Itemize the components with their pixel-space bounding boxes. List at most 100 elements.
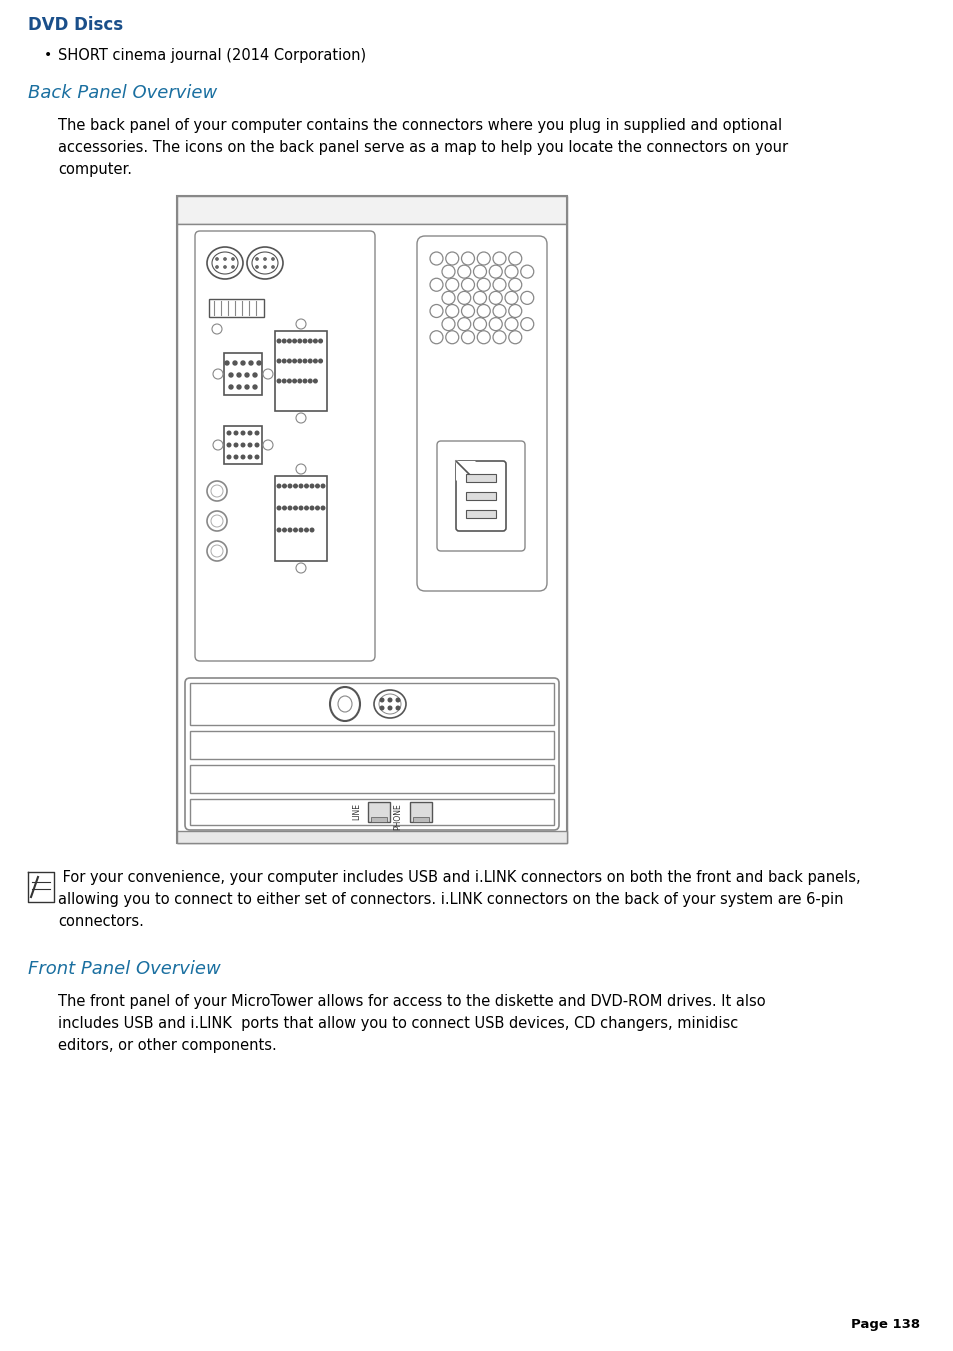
Circle shape <box>293 359 296 363</box>
Circle shape <box>489 317 501 331</box>
Bar <box>209 299 264 317</box>
Circle shape <box>445 253 458 265</box>
Circle shape <box>457 317 470 331</box>
Circle shape <box>293 380 296 382</box>
Circle shape <box>493 304 505 317</box>
Circle shape <box>508 278 521 292</box>
Circle shape <box>255 266 258 269</box>
Circle shape <box>441 292 455 304</box>
Ellipse shape <box>337 696 352 712</box>
Circle shape <box>310 484 314 488</box>
Circle shape <box>430 253 442 265</box>
Circle shape <box>248 443 252 447</box>
Circle shape <box>282 380 286 382</box>
Circle shape <box>508 331 521 343</box>
Circle shape <box>282 484 286 488</box>
Circle shape <box>277 359 280 363</box>
Circle shape <box>233 443 237 447</box>
Circle shape <box>287 380 291 382</box>
Circle shape <box>263 440 273 450</box>
Circle shape <box>248 455 252 459</box>
Circle shape <box>303 339 307 343</box>
Circle shape <box>304 528 308 532</box>
Circle shape <box>232 266 234 269</box>
Circle shape <box>255 455 258 459</box>
Circle shape <box>277 528 280 532</box>
Circle shape <box>263 369 273 380</box>
Circle shape <box>303 380 307 382</box>
Circle shape <box>457 292 470 304</box>
Text: LINE: LINE <box>352 802 360 820</box>
Circle shape <box>295 563 306 573</box>
Circle shape <box>248 431 252 435</box>
Polygon shape <box>456 461 476 481</box>
Circle shape <box>520 265 533 278</box>
Circle shape <box>241 361 245 365</box>
Text: Page 138: Page 138 <box>850 1319 919 1331</box>
Bar <box>368 802 390 821</box>
Bar <box>465 492 496 500</box>
Bar <box>177 224 566 843</box>
Circle shape <box>212 324 222 334</box>
Text: The front panel of your MicroTower allows for access to the diskette and DVD-ROM: The front panel of your MicroTower allow… <box>58 994 765 1054</box>
Circle shape <box>227 455 231 459</box>
Circle shape <box>310 528 314 532</box>
Circle shape <box>295 319 306 330</box>
Circle shape <box>508 304 521 317</box>
Circle shape <box>287 339 291 343</box>
Circle shape <box>430 278 442 292</box>
Circle shape <box>297 359 301 363</box>
Circle shape <box>294 528 297 532</box>
Circle shape <box>213 440 223 450</box>
Bar <box>274 331 327 411</box>
Circle shape <box>236 385 241 389</box>
Circle shape <box>294 507 297 509</box>
Circle shape <box>272 266 274 269</box>
Bar <box>190 765 554 793</box>
Circle shape <box>249 361 253 365</box>
Circle shape <box>294 484 297 488</box>
Circle shape <box>315 507 319 509</box>
Circle shape <box>489 265 501 278</box>
Circle shape <box>508 253 521 265</box>
Circle shape <box>308 380 312 382</box>
Circle shape <box>504 317 517 331</box>
Circle shape <box>263 258 266 261</box>
Circle shape <box>504 292 517 304</box>
Bar <box>224 426 262 463</box>
Circle shape <box>461 278 474 292</box>
Circle shape <box>233 431 237 435</box>
Text: SHORT cinema journal (2014 Corporation): SHORT cinema journal (2014 Corporation) <box>58 49 366 63</box>
Circle shape <box>395 707 399 709</box>
FancyBboxPatch shape <box>456 461 505 531</box>
Circle shape <box>223 258 226 261</box>
Circle shape <box>241 455 245 459</box>
Circle shape <box>299 507 302 509</box>
Circle shape <box>282 359 286 363</box>
Circle shape <box>215 266 218 269</box>
Circle shape <box>227 443 231 447</box>
Circle shape <box>445 331 458 343</box>
Circle shape <box>310 507 314 509</box>
Circle shape <box>476 304 490 317</box>
Circle shape <box>297 339 301 343</box>
Circle shape <box>215 258 218 261</box>
Circle shape <box>225 361 229 365</box>
Circle shape <box>314 339 316 343</box>
Circle shape <box>288 507 292 509</box>
Circle shape <box>277 380 280 382</box>
Circle shape <box>233 361 236 365</box>
Circle shape <box>476 278 490 292</box>
Circle shape <box>207 540 227 561</box>
Circle shape <box>520 292 533 304</box>
Circle shape <box>295 413 306 423</box>
Circle shape <box>520 317 533 331</box>
Circle shape <box>232 258 234 261</box>
Text: Front Panel Overview: Front Panel Overview <box>28 961 220 978</box>
Circle shape <box>299 528 302 532</box>
Circle shape <box>461 304 474 317</box>
Circle shape <box>461 331 474 343</box>
Circle shape <box>241 443 245 447</box>
Bar <box>177 831 566 843</box>
Circle shape <box>388 698 392 701</box>
